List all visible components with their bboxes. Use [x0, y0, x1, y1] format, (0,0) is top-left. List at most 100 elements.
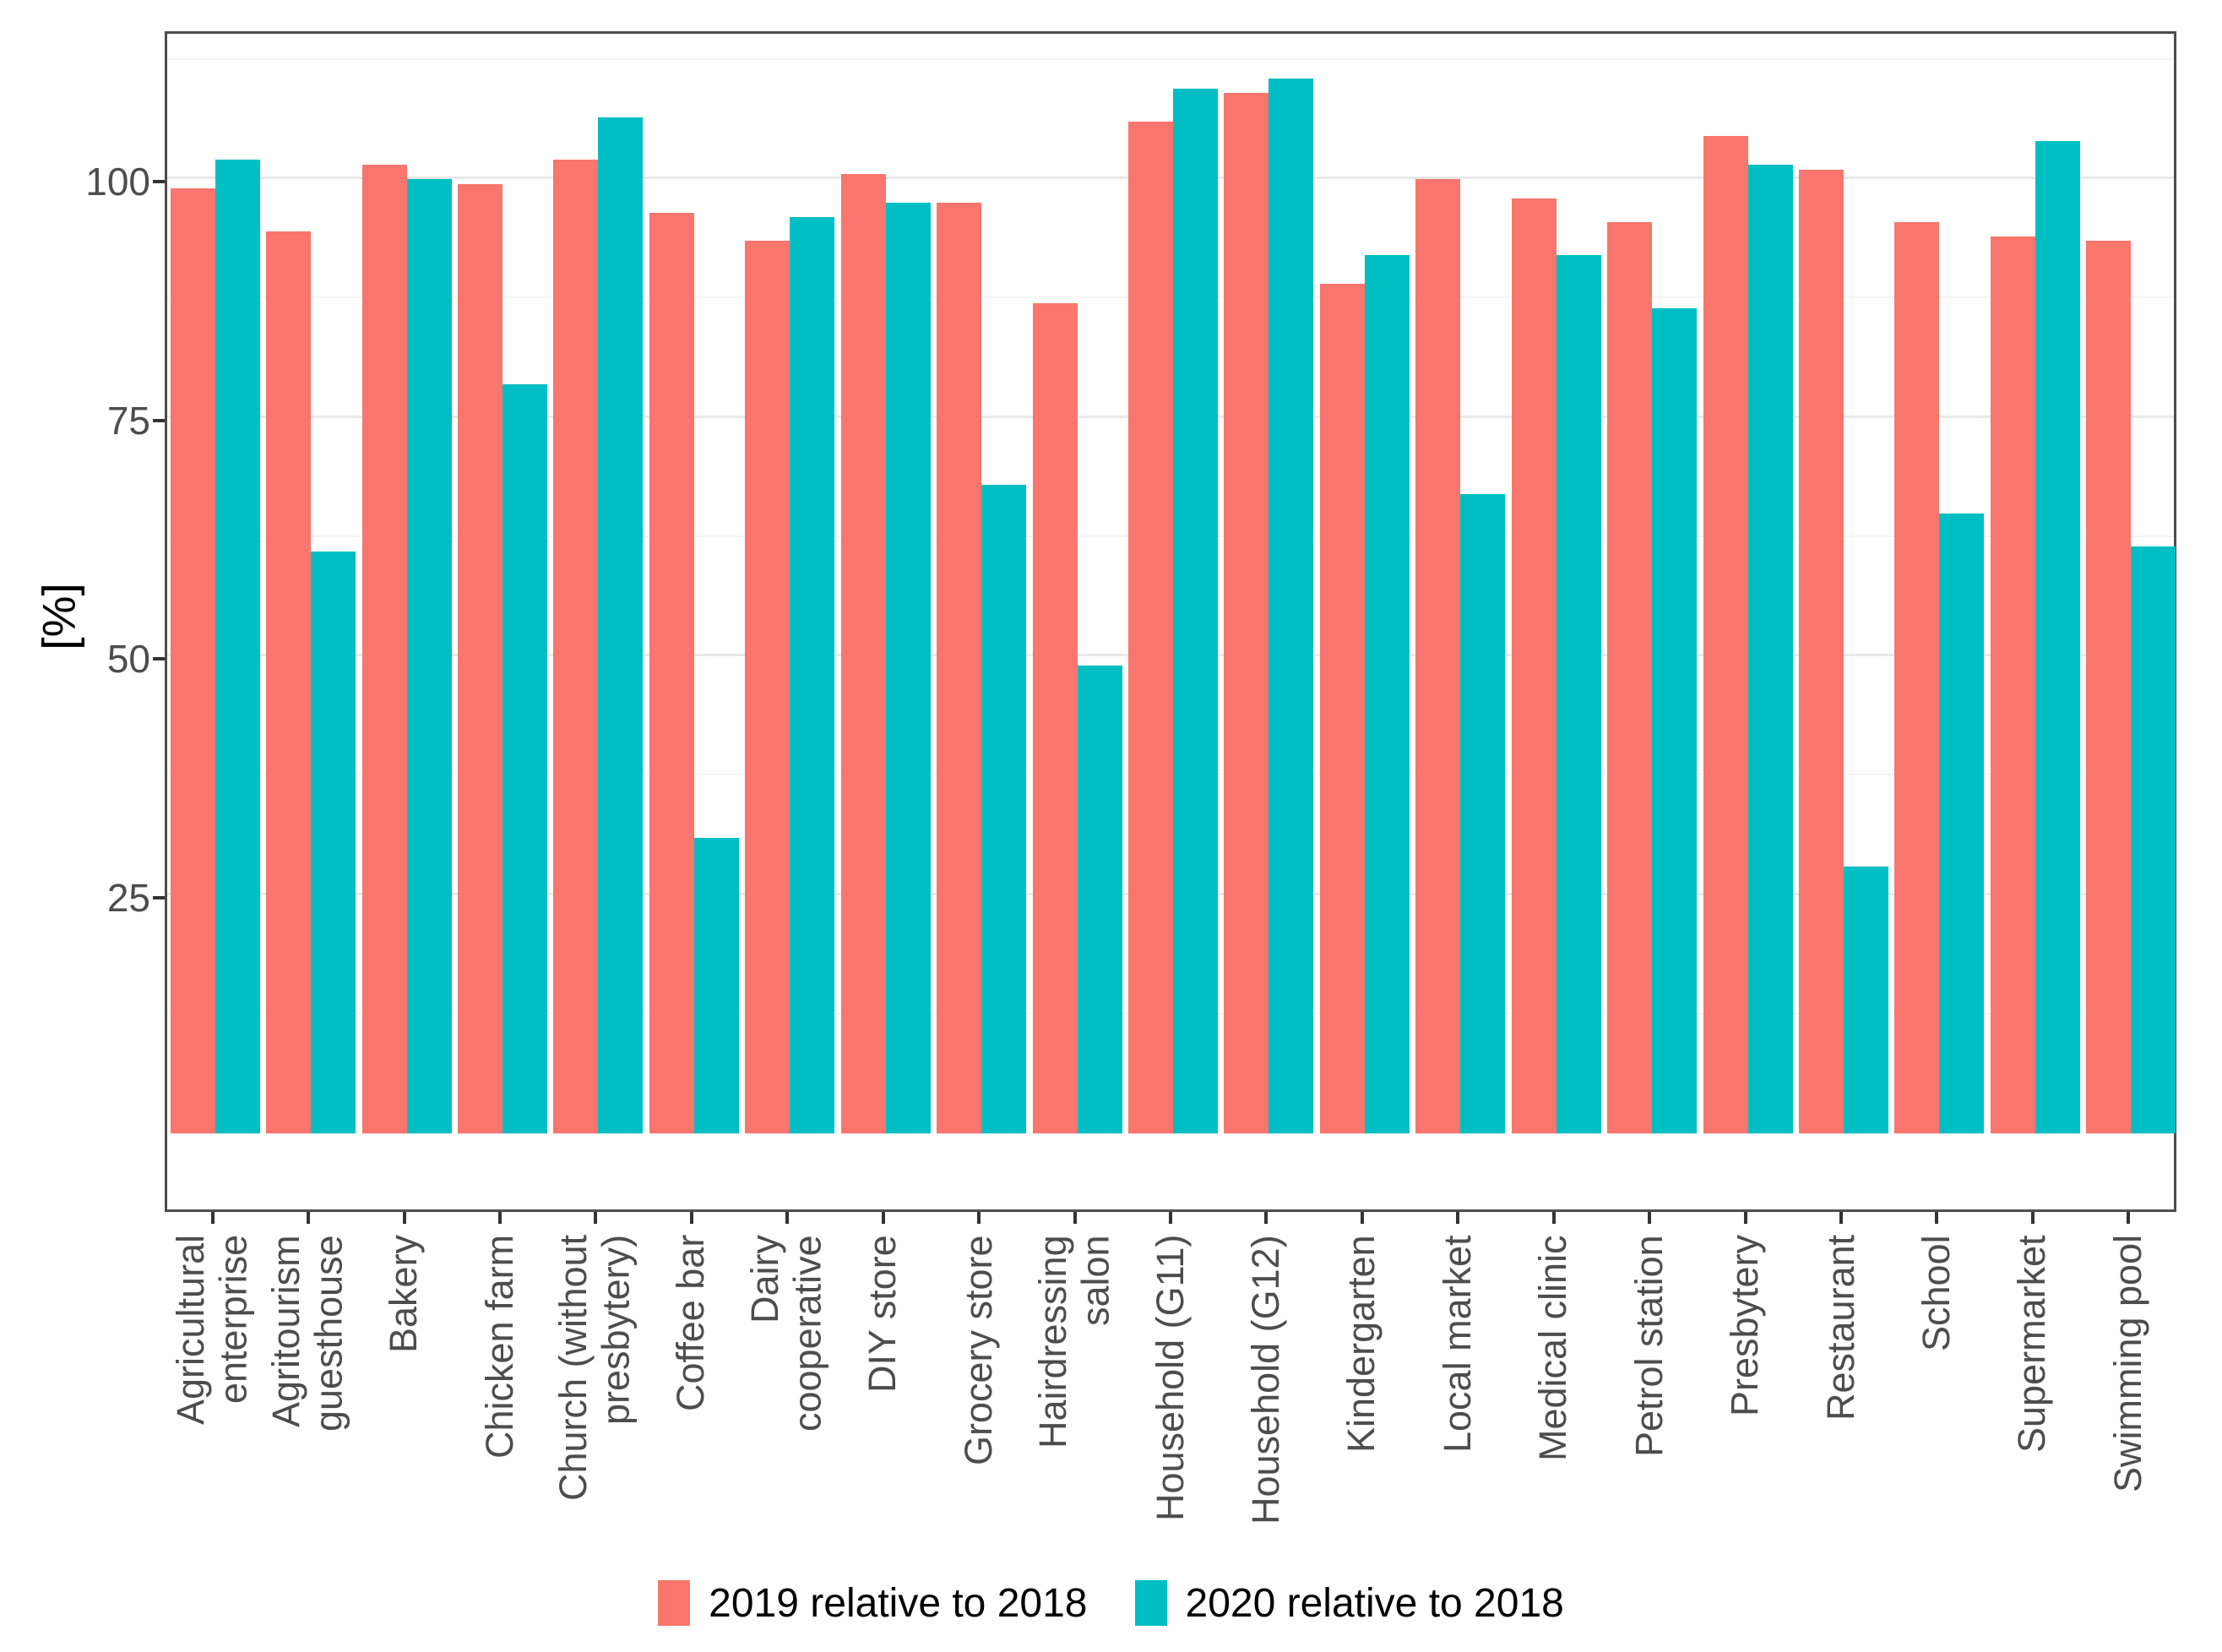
- bar: [1460, 493, 1506, 1133]
- x-tick-mark: [881, 1212, 885, 1224]
- x-axis-label: Presbytery: [1723, 1235, 1767, 1417]
- x-axis-label: Dairy cooperative: [743, 1235, 829, 1432]
- bar: [215, 160, 260, 1133]
- x-axis-label: Household (G11): [1148, 1235, 1192, 1522]
- bar: [1556, 255, 1601, 1133]
- x-axis-label: Agricultural enterprise: [168, 1235, 255, 1426]
- bar: [1077, 666, 1122, 1133]
- bar: [1990, 236, 2035, 1133]
- bar: [1703, 136, 1748, 1133]
- bar: [2086, 241, 2132, 1133]
- x-tick-mark: [498, 1212, 502, 1224]
- gridline-minor-112.5: [167, 57, 2174, 60]
- x-axis-label: Restaurant: [1818, 1235, 1862, 1421]
- x-axis-label: Household (G12): [1243, 1235, 1287, 1524]
- bar: [170, 188, 215, 1133]
- bar: [503, 383, 547, 1133]
- x-tick-mark: [1169, 1212, 1172, 1224]
- legend-item: 2020 relative to 2018: [1134, 1580, 1564, 1627]
- bar: [1511, 198, 1556, 1133]
- x-tick-mark: [977, 1212, 981, 1224]
- x-axis-label: School: [1914, 1235, 1958, 1351]
- legend: 2019 relative to 2018 2020 relative to 20…: [0, 1568, 2222, 1638]
- bar: [1844, 866, 1888, 1133]
- bar: [1173, 88, 1218, 1133]
- bar: [406, 179, 452, 1133]
- x-axis-label: Petrol station: [1627, 1235, 1671, 1457]
- x-tick-mark: [2127, 1212, 2131, 1224]
- legend-swatch-icon: [658, 1580, 691, 1626]
- x-tick-mark: [2030, 1212, 2035, 1224]
- bar: [981, 484, 1027, 1133]
- x-tick-mark: [1648, 1212, 1652, 1224]
- x-axis-label: Medical clinic: [1531, 1235, 1575, 1461]
- bar: [2035, 140, 2080, 1133]
- x-axis-label: Agritourism guesthouse: [264, 1235, 350, 1432]
- x-axis-label: Swimming pool: [2105, 1235, 2149, 1493]
- bar: [458, 183, 503, 1133]
- x-axis-label: Coffee bar: [669, 1235, 713, 1412]
- bar: [1652, 307, 1698, 1133]
- x-axis-label: Kindergarten: [1339, 1235, 1383, 1453]
- bar: [1224, 93, 1269, 1133]
- bar: [937, 203, 982, 1133]
- x-axis-label: Hairdressing salon: [1030, 1235, 1116, 1448]
- bar: [1032, 302, 1078, 1133]
- x-tick-mark: [1551, 1212, 1556, 1224]
- x-tick-mark: [1935, 1212, 1939, 1224]
- y-tick-label-100: 100: [85, 160, 150, 204]
- bar: [1128, 122, 1173, 1133]
- x-axis-label: Church (without presbytery): [551, 1235, 638, 1502]
- bar: [1364, 255, 1410, 1133]
- x-axis-label: DIY store: [861, 1235, 905, 1393]
- bar: [1269, 79, 1314, 1133]
- bar: [1747, 165, 1793, 1133]
- bar: [1319, 284, 1365, 1133]
- legend-label: 2020 relative to 2018: [1185, 1580, 1564, 1626]
- y-tick-mark: [153, 418, 165, 422]
- bar: [1607, 221, 1653, 1133]
- legend-label: 2019 relative to 2018: [709, 1580, 1088, 1626]
- x-tick-mark: [210, 1212, 215, 1224]
- y-tick-mark: [153, 895, 165, 899]
- y-tick-mark: [153, 657, 165, 660]
- bar: [745, 241, 790, 1133]
- bar: [266, 231, 312, 1133]
- x-tick-mark: [1839, 1212, 1843, 1224]
- legend-swatch-icon: [1134, 1580, 1167, 1626]
- x-axis-label: Grocery store: [956, 1235, 1000, 1465]
- y-tick-mark: [153, 180, 165, 183]
- bar: [553, 160, 599, 1133]
- bar: [1415, 179, 1461, 1133]
- x-tick-mark: [689, 1212, 693, 1224]
- bar: [311, 551, 356, 1133]
- bar: [693, 837, 739, 1133]
- x-tick-mark: [1360, 1212, 1364, 1224]
- x-tick-mark: [1264, 1212, 1269, 1224]
- x-tick-mark: [1073, 1212, 1077, 1224]
- bar: [885, 203, 931, 1133]
- y-tick-label-50: 50: [106, 637, 150, 681]
- bar: [790, 217, 835, 1133]
- x-axis-label: Chicken farm: [477, 1235, 521, 1459]
- bar: [1799, 169, 1844, 1133]
- bar: [649, 212, 694, 1133]
- chart-panel: [165, 31, 2176, 1212]
- x-axis-label: Supermarket: [2010, 1235, 2054, 1453]
- bar: [1894, 221, 1940, 1133]
- x-tick-mark: [785, 1212, 790, 1224]
- bar: [1939, 513, 1985, 1133]
- x-tick-mark: [402, 1212, 406, 1224]
- x-axis-label: Local market: [1435, 1235, 1479, 1453]
- y-axis-title-wrap: [%]: [8, 507, 110, 726]
- bar: [2131, 546, 2176, 1133]
- bar: [840, 174, 886, 1133]
- y-tick-label-25: 25: [106, 875, 150, 920]
- legend-item: 2019 relative to 2018: [658, 1580, 1088, 1627]
- x-axis-label: Bakery: [382, 1235, 426, 1354]
- x-tick-mark: [1456, 1212, 1460, 1224]
- bar: [361, 165, 407, 1133]
- x-tick-mark: [594, 1212, 598, 1224]
- x-tick-mark: [307, 1212, 311, 1224]
